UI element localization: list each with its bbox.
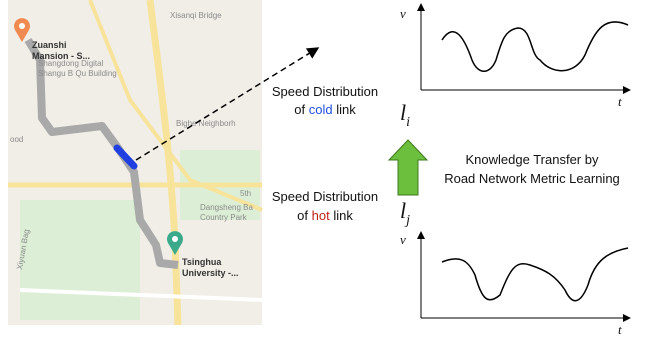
hot-word: hot bbox=[312, 208, 330, 223]
transfer-text: Road Network Metric Learning bbox=[444, 171, 620, 186]
map-label: Xisanqi Bridge bbox=[170, 11, 222, 20]
text: link bbox=[333, 208, 353, 223]
x-label: t bbox=[618, 322, 622, 337]
map-label: Dangsheng Ba bbox=[200, 203, 253, 212]
map-label: Bighe Neighborh bbox=[176, 119, 236, 128]
link-i: li bbox=[400, 100, 410, 130]
speed-curve bbox=[442, 22, 628, 71]
text: of bbox=[297, 208, 308, 223]
origin-label: Zuanshi bbox=[32, 40, 67, 50]
origin-label: Mansion - S... bbox=[32, 51, 90, 61]
map-label: ood bbox=[10, 135, 23, 144]
destination-label: University -... bbox=[182, 268, 239, 278]
map-label: 5th bbox=[240, 189, 251, 198]
y-label: v bbox=[400, 6, 406, 21]
destination-label: Tsinghua bbox=[182, 257, 222, 267]
speed-curve bbox=[442, 248, 628, 301]
text: of bbox=[294, 102, 305, 117]
transfer-text: Knowledge Transfer by bbox=[466, 152, 599, 167]
subscript: i bbox=[406, 115, 410, 130]
transfer-arrow bbox=[389, 140, 427, 195]
text: link bbox=[336, 102, 356, 117]
map-label: Shangu B Qu Building bbox=[38, 69, 117, 78]
map: Xisanqi Bridge Shangdong Digital Shangu … bbox=[8, 0, 262, 325]
link-j: lj bbox=[400, 198, 410, 228]
cold-word: cold bbox=[309, 102, 333, 117]
cold-title: Speed Distribution bbox=[272, 84, 378, 99]
y-label: v bbox=[400, 232, 406, 247]
hot-subtitle: of hot link bbox=[297, 208, 353, 223]
cold-subtitle: of cold link bbox=[294, 102, 356, 117]
bottom-plot: v t bbox=[400, 232, 630, 337]
hot-title: Speed Distribution bbox=[272, 189, 378, 204]
x-label: t bbox=[618, 94, 622, 109]
diagram: Xisanqi Bridge Shangdong Digital Shangu … bbox=[0, 0, 659, 340]
map-label: Country Park bbox=[200, 213, 248, 222]
top-plot: v t bbox=[400, 4, 630, 109]
